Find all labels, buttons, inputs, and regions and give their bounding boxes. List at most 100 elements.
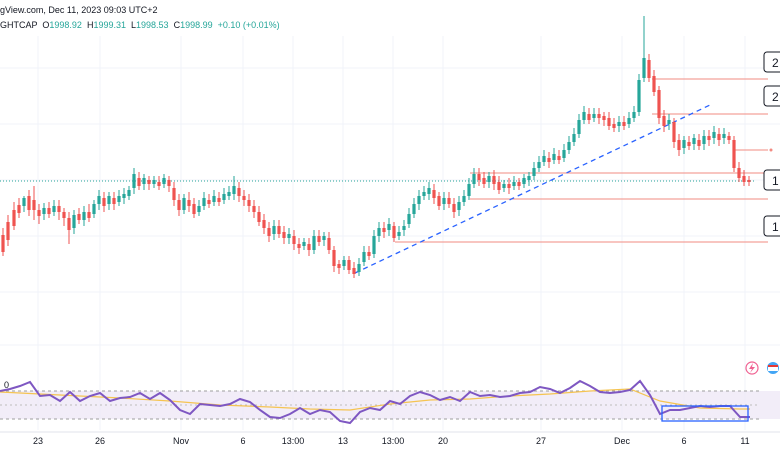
candle xyxy=(192,204,196,214)
candle xyxy=(427,188,431,194)
candle xyxy=(312,236,316,250)
candle xyxy=(457,202,461,210)
flag-icon[interactable] xyxy=(767,362,779,374)
candle xyxy=(492,176,496,184)
candle xyxy=(702,136,706,144)
candle xyxy=(1,235,5,252)
candle xyxy=(207,200,211,204)
candle xyxy=(697,140,701,146)
candle xyxy=(227,192,231,196)
candle xyxy=(162,178,166,184)
price-tag-2: 2 xyxy=(772,90,779,104)
candle xyxy=(182,198,186,210)
candle xyxy=(467,184,471,196)
candle xyxy=(92,204,96,214)
candle xyxy=(332,250,336,266)
candle xyxy=(212,196,216,202)
symbol-name[interactable]: GHTCAP xyxy=(0,20,38,30)
candle xyxy=(592,114,596,118)
candle xyxy=(442,198,446,204)
rsi-level-label: 0 xyxy=(4,380,9,390)
candle xyxy=(692,138,696,144)
high-value: 1999.31 xyxy=(93,20,126,30)
candle xyxy=(407,214,411,224)
candle xyxy=(722,134,726,138)
x-tick: 26 xyxy=(95,436,105,446)
x-tick: 20 xyxy=(438,436,448,446)
change-value: +0.10 (+0.01%) xyxy=(217,20,280,30)
candle xyxy=(482,178,486,184)
candle xyxy=(142,178,146,184)
candle xyxy=(272,226,276,234)
candle xyxy=(242,196,246,200)
candle xyxy=(672,122,676,142)
candle xyxy=(347,260,351,270)
lightning-icon[interactable] xyxy=(745,361,759,375)
candle xyxy=(117,196,121,202)
low-label: L xyxy=(131,20,137,30)
candle xyxy=(292,236,296,244)
candle xyxy=(512,182,516,186)
candle xyxy=(17,205,21,213)
candle xyxy=(377,228,381,236)
open-label: O xyxy=(42,20,50,30)
candle xyxy=(302,242,306,246)
candle xyxy=(602,116,606,120)
candle xyxy=(57,206,61,212)
candle xyxy=(327,238,331,250)
candle xyxy=(527,176,531,180)
candle xyxy=(52,206,56,212)
x-tick: 13:00 xyxy=(282,436,305,446)
candle xyxy=(747,180,751,182)
x-tick: 13:00 xyxy=(382,436,405,446)
candle xyxy=(137,178,141,186)
candle xyxy=(397,232,401,236)
candle xyxy=(557,156,561,160)
trendline[interactable] xyxy=(354,104,711,274)
candle xyxy=(127,190,131,196)
candle xyxy=(337,264,341,268)
candle xyxy=(562,150,566,158)
candle xyxy=(577,120,581,134)
chart-header: gView.com, Dec 11, 2023 09:03 UTC+2 GHTC… xyxy=(0,0,780,36)
candle xyxy=(197,206,201,212)
candle xyxy=(507,184,511,188)
candle xyxy=(367,252,371,256)
candle xyxy=(647,60,651,78)
candle xyxy=(277,226,281,234)
candle xyxy=(362,252,366,262)
price-tags[interactable]: 2 2 1 1 xyxy=(763,51,780,237)
candle xyxy=(387,224,391,230)
candle xyxy=(707,136,711,140)
candle xyxy=(322,236,326,240)
candle xyxy=(567,142,571,150)
candle xyxy=(742,176,746,182)
candle xyxy=(97,196,101,204)
price-tag-1: 2 xyxy=(772,56,779,70)
candle xyxy=(622,122,626,126)
candle xyxy=(22,198,26,206)
candle xyxy=(652,76,656,92)
x-axis-labels: 23 26 Nov 6 13:00 13 13:00 20 27 Dec 6 1… xyxy=(33,436,750,446)
candle xyxy=(437,196,441,206)
candle xyxy=(677,140,681,150)
horizontal-levels[interactable] xyxy=(395,78,768,243)
candle xyxy=(737,168,741,178)
x-tick: 27 xyxy=(536,436,546,446)
x-tick: 23 xyxy=(33,436,43,446)
candle xyxy=(352,268,356,274)
candle xyxy=(157,182,161,186)
candle xyxy=(477,174,481,180)
high-label: H xyxy=(86,20,94,30)
candle xyxy=(727,136,731,140)
ohlc-legend: GHTCAP O1998.92 H1999.31 L1998.53 C1998.… xyxy=(0,20,280,30)
candle xyxy=(487,176,491,182)
candle xyxy=(122,194,126,198)
candle xyxy=(187,200,191,206)
candle xyxy=(552,154,556,160)
candle xyxy=(717,134,721,140)
candle xyxy=(412,204,416,214)
candle xyxy=(422,192,426,196)
candle xyxy=(607,118,611,126)
